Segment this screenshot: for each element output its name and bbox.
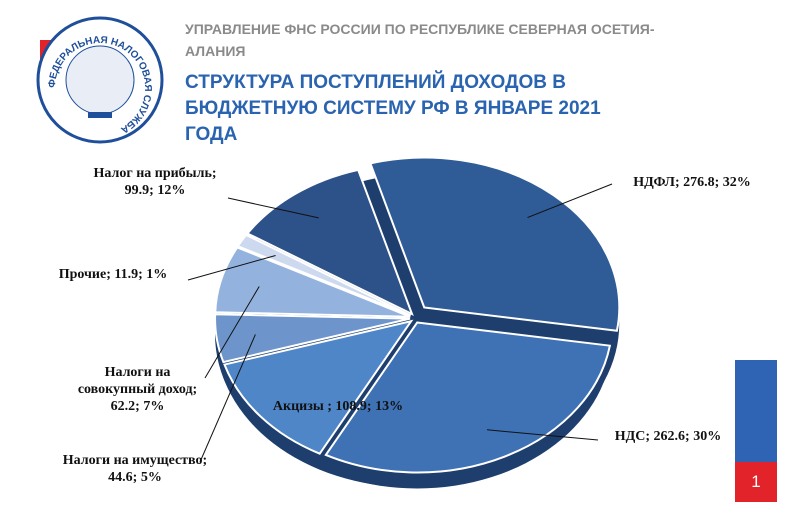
logo-emblem	[65, 45, 135, 115]
pie-slice	[245, 168, 414, 316]
leader-line	[486, 429, 599, 441]
data-label: Акцизы ; 108.9; 13%	[272, 399, 404, 414]
data-label: Налоги на совокупный доход; 62.2; 7%	[77, 365, 198, 414]
leader-line	[527, 183, 613, 218]
leader-line	[227, 197, 319, 219]
leader-line	[204, 286, 260, 379]
page-number: 1	[735, 462, 777, 502]
data-label: Налог на прибыль; 99.9; 12%	[93, 166, 217, 198]
side-bar	[735, 360, 777, 462]
pie-slice	[214, 313, 411, 364]
data-label: НДФЛ; 276.8; 32%	[633, 175, 751, 190]
leader-line	[199, 334, 256, 463]
leader-line	[187, 255, 276, 281]
pie-slice	[223, 319, 414, 455]
pie	[214, 156, 621, 489]
pie-slice	[369, 156, 621, 332]
subtitle: УПРАВЛЕНИЕ ФНС РОССИИ ПО РЕСПУБЛИКЕ СЕВЕ…	[185, 21, 655, 59]
data-label: Налоги на имущество; 44.6; 5%	[62, 453, 208, 485]
data-label: Прочие; 11.9; 1%	[58, 267, 168, 282]
pie-slice	[236, 233, 412, 317]
logo-flag	[88, 112, 112, 118]
pie-slice	[214, 246, 411, 318]
title: СТРУКТУРА ПОСТУПЛЕНИЙ ДОХОДОВ В БЮДЖЕТНУ…	[185, 72, 601, 145]
data-label: НДС; 262.6; 30%	[614, 429, 722, 444]
